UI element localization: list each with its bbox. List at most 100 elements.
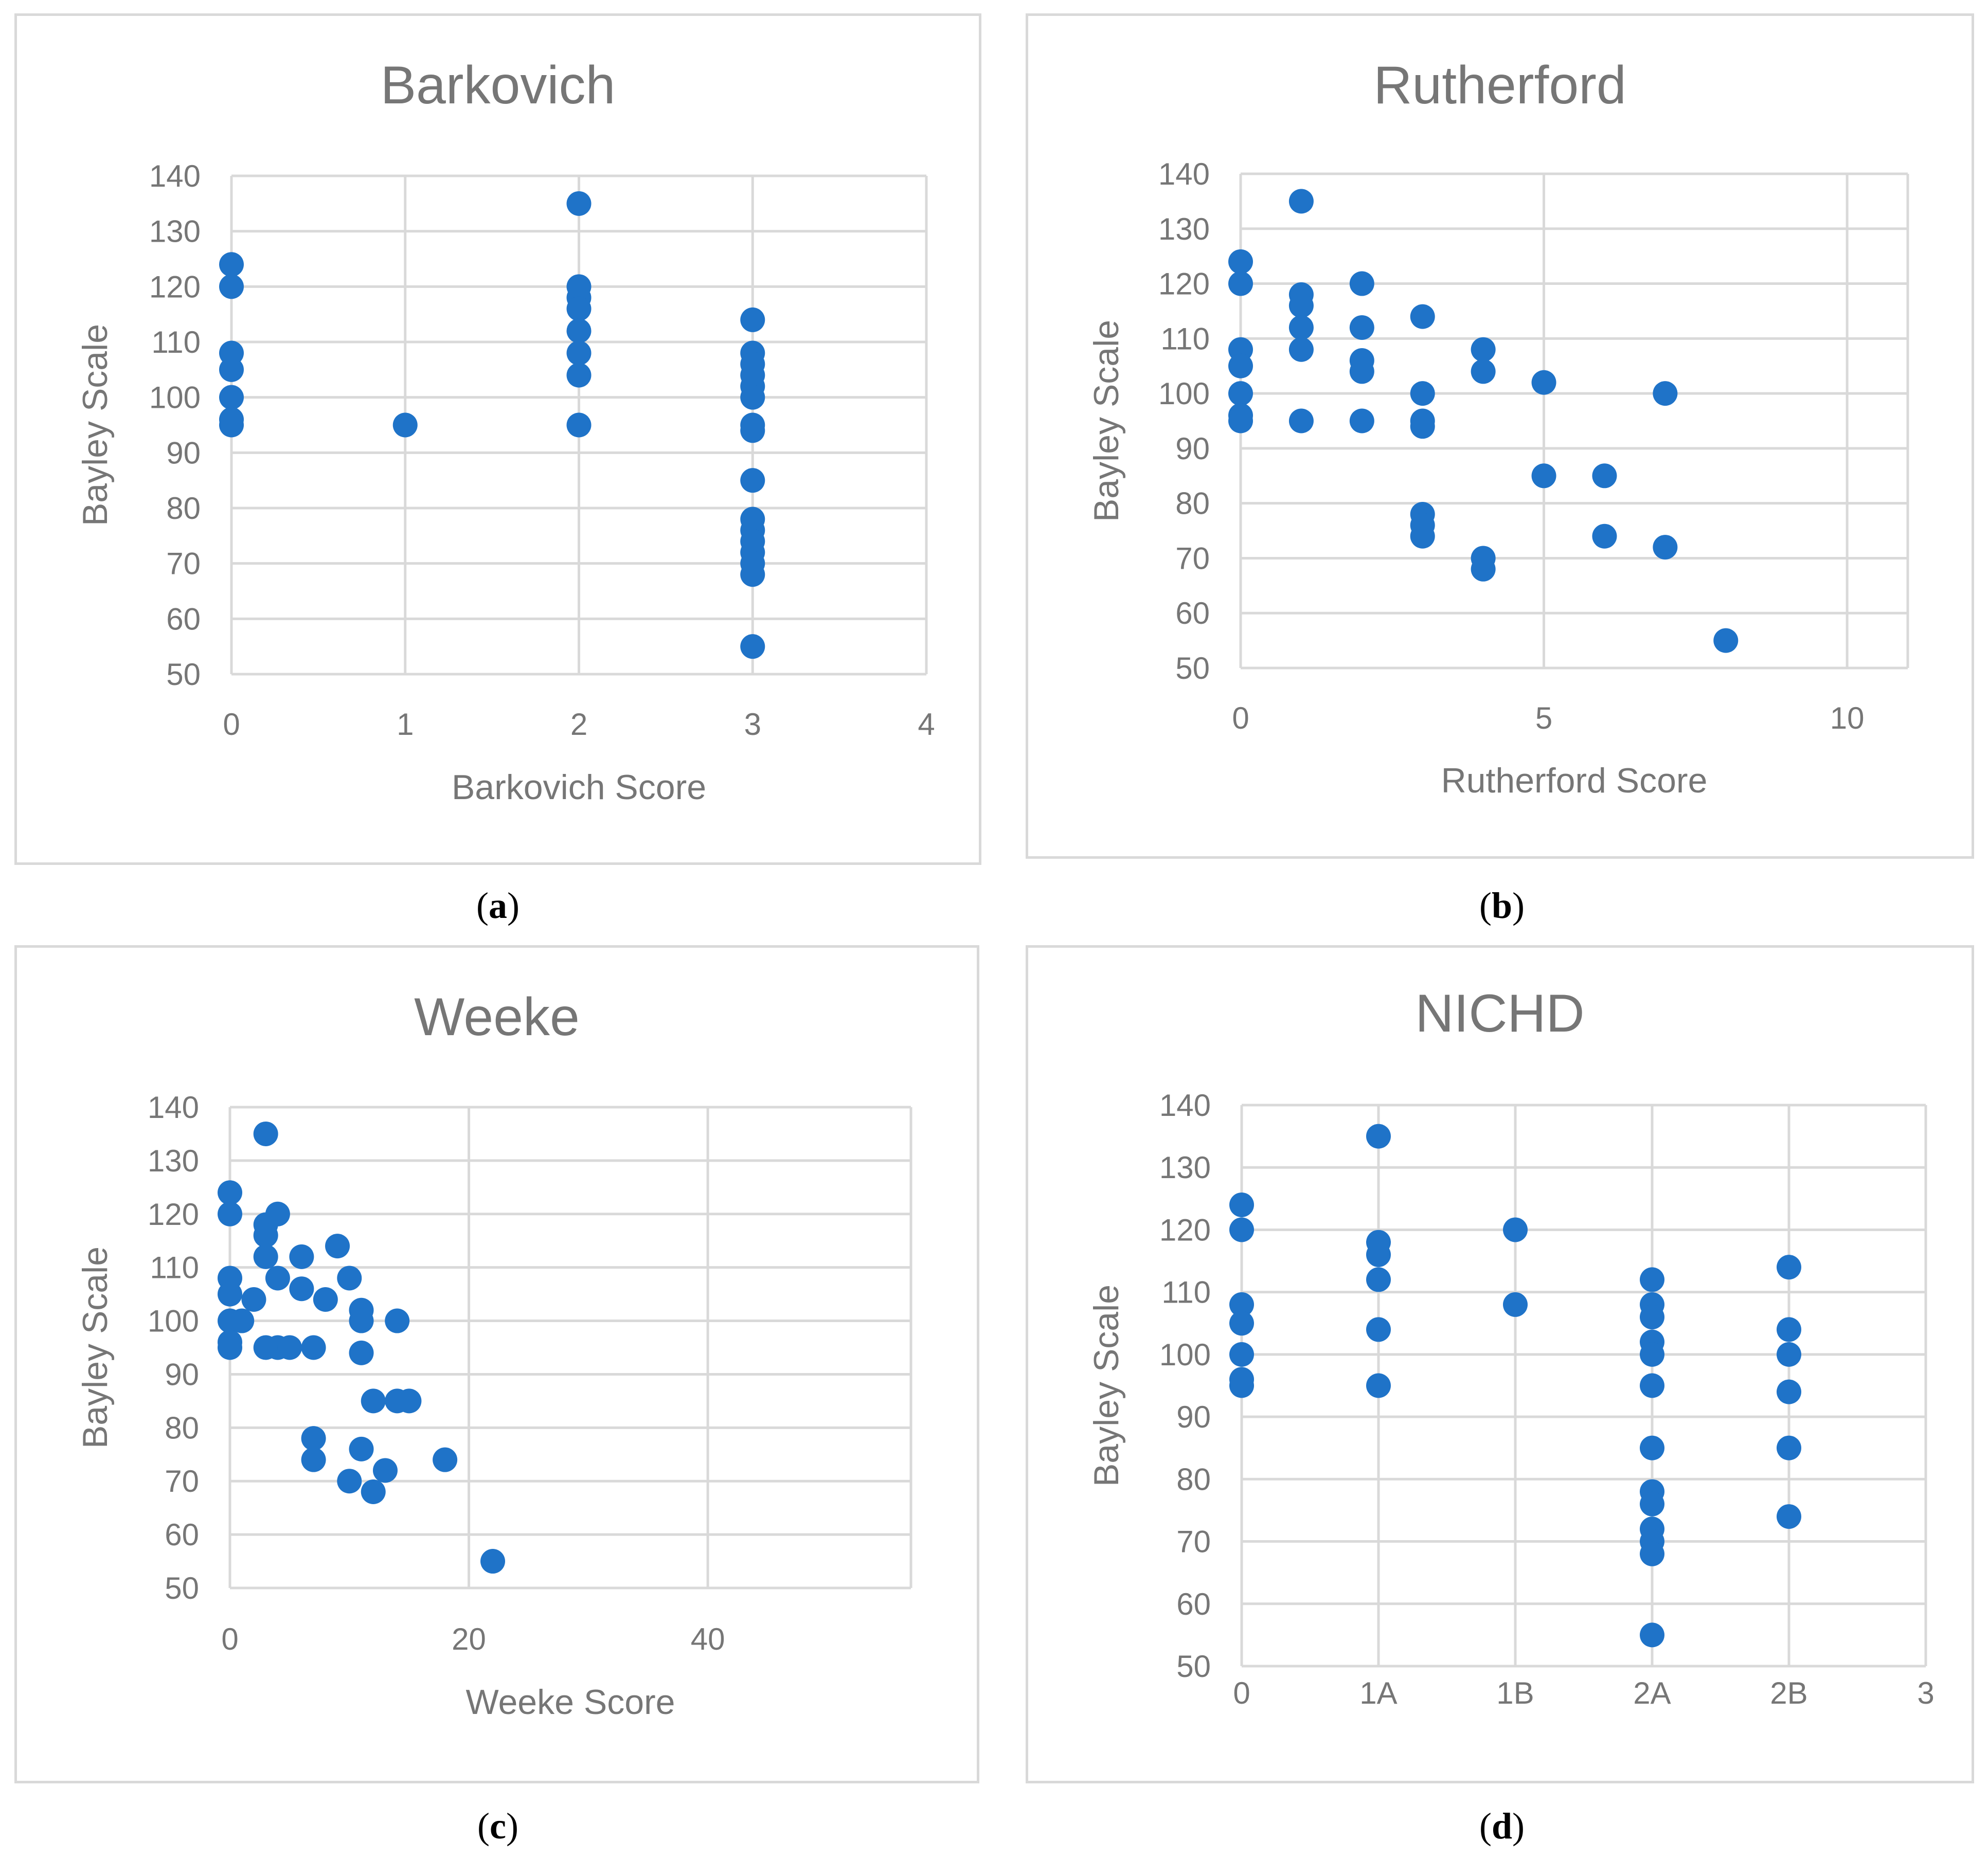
data-point: [1366, 1317, 1391, 1342]
y-tick-label: 140: [1159, 1088, 1211, 1123]
chart-title-d: NICHD: [1415, 984, 1584, 1043]
y-tick-label: 70: [166, 547, 201, 581]
x-axis-title-c: Weeke Score: [466, 1683, 675, 1722]
data-point: [1288, 189, 1314, 214]
chart-panel-b: 50 60 70 80 90 100 110 120 130 140 0 5 10 Rutherford R…: [1026, 13, 1974, 859]
data-point: [1228, 381, 1253, 406]
y-tick-label: 50: [166, 657, 201, 692]
data-point: [1777, 1317, 1801, 1342]
y-tick-label: 80: [165, 1411, 199, 1445]
y-tick-label: 50: [1175, 651, 1210, 685]
y-tick-label: 50: [1176, 1649, 1211, 1684]
y-tick-label: 100: [1159, 1338, 1211, 1372]
data-point: [1640, 1622, 1664, 1648]
chart-title-c: Weeke: [414, 987, 580, 1047]
chart-svg-d: 50 60 70 80 90 100 110 120 130 140 0 1A 1B 2A 2B 3 NICHD…: [1087, 984, 1935, 1710]
caption-d: (d): [1479, 1805, 1525, 1847]
data-point: [433, 1447, 458, 1472]
data-point: [740, 562, 765, 587]
data-point: [1410, 304, 1435, 329]
y-tick-label: 80: [166, 491, 201, 526]
data-point: [1349, 271, 1374, 296]
data-point: [265, 1201, 290, 1226]
data-point: [301, 1335, 326, 1360]
data-point: [301, 1447, 326, 1472]
data-point: [566, 318, 592, 344]
caption-b: (b): [1479, 885, 1525, 926]
data-point: [1531, 463, 1556, 489]
data-point: [325, 1234, 350, 1259]
x-tick-label: 3: [1917, 1676, 1934, 1710]
x-axis-title-b: Rutherford Score: [1441, 761, 1708, 800]
data-point: [1653, 381, 1678, 406]
data-point: [1640, 1435, 1664, 1460]
x-tick-label: 0: [1233, 1676, 1250, 1710]
data-point: [349, 1308, 374, 1333]
data-point: [1366, 1373, 1391, 1398]
data-point: [1366, 1124, 1391, 1149]
data-point: [1228, 408, 1253, 434]
y-tick-label: 110: [1160, 321, 1210, 356]
y-tick-label: 90: [166, 436, 201, 470]
x-tick-label: 3: [744, 707, 761, 742]
y-tick-label: 60: [165, 1518, 199, 1552]
data-point: [1410, 381, 1435, 406]
y-tick-label: 90: [165, 1357, 199, 1392]
y-tick-label: 90: [1175, 431, 1210, 466]
y-tick-label: 130: [148, 1144, 199, 1178]
data-point: [566, 296, 592, 321]
data-point: [1229, 1373, 1254, 1398]
x-tick-label: 0: [1232, 701, 1249, 735]
data-point: [566, 191, 592, 216]
data-point: [219, 252, 244, 277]
y-tick-label: 50: [165, 1571, 199, 1605]
x-tick-label: 2A: [1633, 1676, 1671, 1710]
data-point: [1777, 1504, 1801, 1529]
data-point: [1640, 1491, 1664, 1516]
y-tick-label: 110: [1161, 1275, 1211, 1310]
y-tick-label: 70: [1175, 541, 1210, 575]
data-point: [337, 1469, 362, 1494]
data-point: [218, 1180, 242, 1205]
data-point: [313, 1287, 338, 1312]
data-point: [1228, 271, 1253, 296]
data-point: [1288, 293, 1314, 318]
chart-svg-b: 50 60 70 80 90 100 110 120 130 140 0 5 10 Rutherford R…: [1087, 56, 1909, 800]
y-tick-label: 110: [151, 325, 201, 359]
data-point: [740, 385, 765, 410]
data-point: [1777, 1342, 1801, 1367]
data-point: [337, 1266, 362, 1291]
data-point: [1592, 523, 1617, 549]
y-tick-label: 70: [1176, 1525, 1211, 1559]
y-tick-label: 60: [1175, 596, 1210, 630]
y-axis-title-b: Bayley Scale: [1087, 320, 1126, 522]
y-tick-label: 130: [1159, 1150, 1211, 1185]
y-tick-label: 90: [1176, 1400, 1211, 1434]
data-point: [241, 1287, 266, 1312]
y-tick-label: 60: [1176, 1587, 1211, 1621]
data-point: [253, 1121, 278, 1146]
data-point: [740, 307, 765, 332]
x-tick-label: 20: [452, 1622, 486, 1656]
data-point: [740, 468, 765, 493]
data-point: [1471, 556, 1496, 582]
data-point: [1503, 1217, 1528, 1242]
chart-title-a: Barkovich: [381, 56, 616, 115]
caption-a: (a): [476, 885, 520, 926]
y-tick-label: 100: [148, 1304, 199, 1339]
chart-svg-a: 50 60 70 80 90 100 110 120 130 140 0 1 2 3 4 Barkovich B…: [76, 56, 935, 807]
data-point: [361, 1479, 386, 1504]
data-point: [392, 412, 418, 438]
data-point: [1288, 315, 1314, 340]
y-tick-label: 120: [1159, 1213, 1211, 1247]
data-point: [218, 1201, 242, 1226]
data-point: [1349, 359, 1374, 384]
data-point: [1229, 1192, 1254, 1217]
x-tick-label: 5: [1535, 701, 1552, 735]
data-point: [1503, 1292, 1528, 1317]
chart-panel-c: 50 60 70 80 90 100 110 120 130 140 0 20 40 Weeke Weeke…: [14, 945, 979, 1783]
data-point: [1640, 1305, 1664, 1330]
data-point: [1229, 1342, 1254, 1367]
data-point: [1288, 408, 1314, 434]
y-tick-label: 140: [1158, 157, 1210, 191]
